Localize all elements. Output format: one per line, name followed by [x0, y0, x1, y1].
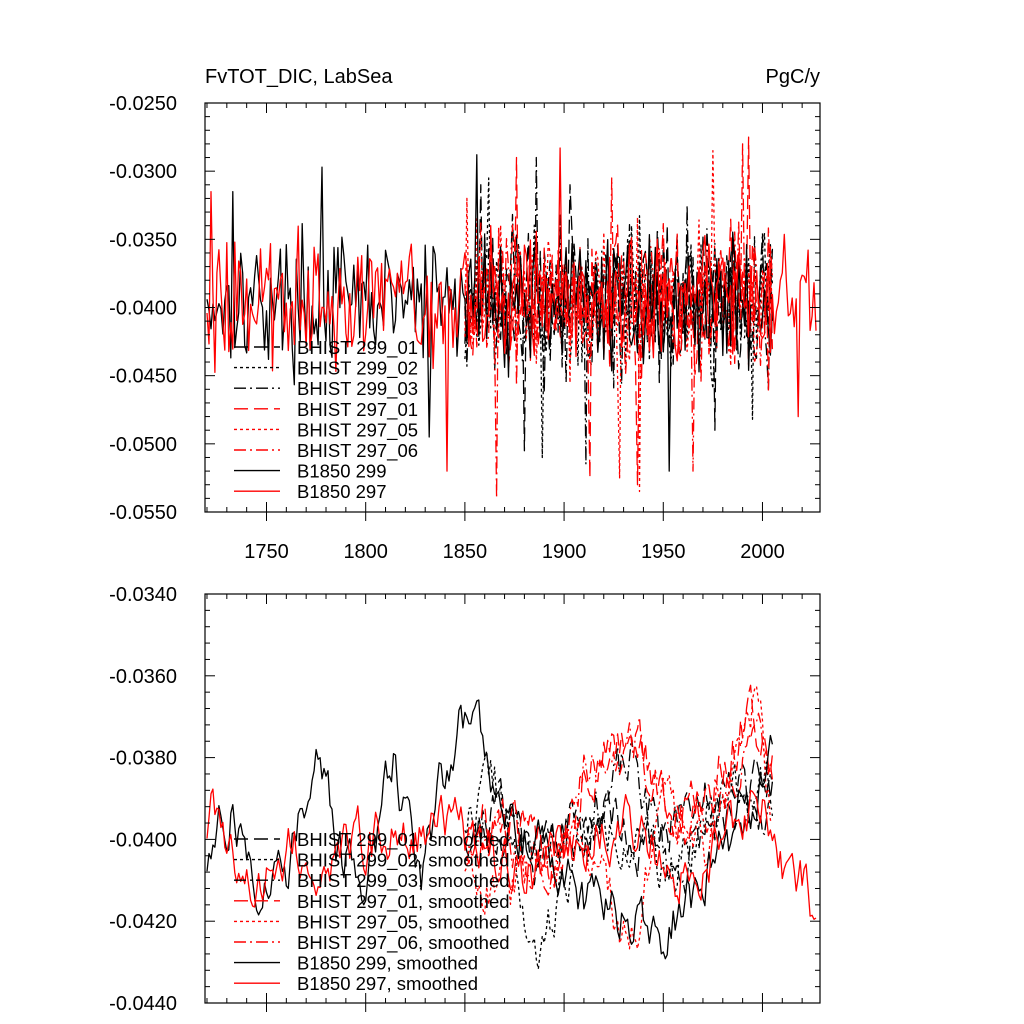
x-tick-label: 2000: [740, 541, 785, 563]
chart-title: FvTOT_DIC, LabSea: [205, 66, 393, 88]
legend-label: BHIST 299_03, smoothed: [297, 870, 510, 892]
legend-label: B1850 299: [297, 461, 387, 482]
series-line-5: [464, 685, 773, 950]
legend-label: BHIST 297_06, smoothed: [297, 932, 510, 954]
legend-label: BHIST 299_02, smoothed: [297, 850, 510, 872]
y-tick-label: -0.0400: [109, 298, 177, 320]
x-tick-label: 1900: [542, 541, 587, 563]
y-tick-label: -0.0360: [109, 666, 177, 688]
series-line-2: [464, 750, 774, 970]
units-label: PgC/y: [766, 66, 820, 88]
series-line-6: [464, 143, 774, 500]
series-line-3: [464, 156, 774, 465]
y-tick-label: -0.0440: [109, 993, 177, 1015]
series-line-8: [206, 147, 817, 472]
legend-label: BHIST 297_01, smoothed: [297, 891, 510, 913]
y-tick-label: -0.0340: [109, 584, 177, 606]
legend-label: BHIST 299_02: [297, 358, 418, 380]
x-tick-label: 1800: [343, 541, 388, 563]
y-tick-label: -0.0550: [109, 502, 177, 524]
top-panel: 1750 1800 1850 1900 1950 2000 -0.0550 -0.0500 -0…: [109, 66, 821, 563]
y-tick-label: -0.0300: [109, 161, 177, 183]
legend-label: BHIST 299_03: [297, 378, 418, 400]
legend-label: B1850 299, smoothed: [297, 953, 478, 974]
y-tick-label: -0.0400: [109, 829, 177, 851]
y-tick-label: -0.0450: [109, 366, 177, 388]
y-tick-label: -0.0250: [109, 93, 177, 115]
plot-frame: [204, 593, 821, 1004]
plot-area: [206, 136, 817, 500]
series-line-4: [464, 684, 774, 888]
legend-label: BHIST 297_06: [297, 440, 418, 462]
series-line-7: [206, 699, 774, 960]
legend-label: BHIST 297_05, smoothed: [297, 911, 510, 933]
legend-label: B1850 297, smoothed: [297, 973, 478, 994]
y-tick-label: -0.0350: [109, 229, 177, 251]
series-line-8: [206, 788, 817, 920]
y-tick-label: -0.0500: [109, 434, 177, 456]
x-tick-label: 1750: [244, 541, 289, 563]
legend-label: BHIST 297_05: [297, 419, 418, 441]
legend-label: BHIST 299_01, smoothed: [297, 829, 510, 851]
legend-label: B1850 297: [297, 481, 387, 502]
y-tick-label: -0.0420: [109, 911, 177, 933]
x-tick-label: 1850: [443, 541, 488, 563]
bottom-panel: -0.0440 -0.0420 -0.0400 -0.0380 -0.0360 -0.03…: [109, 584, 821, 1015]
legend-label: BHIST 299_01: [297, 337, 418, 359]
plot-area: [206, 684, 817, 970]
legend-label: BHIST 297_01: [297, 399, 418, 421]
x-tick-label: 1950: [641, 541, 686, 563]
series-line-7: [206, 154, 774, 472]
y-tick-label: -0.0380: [109, 748, 177, 770]
